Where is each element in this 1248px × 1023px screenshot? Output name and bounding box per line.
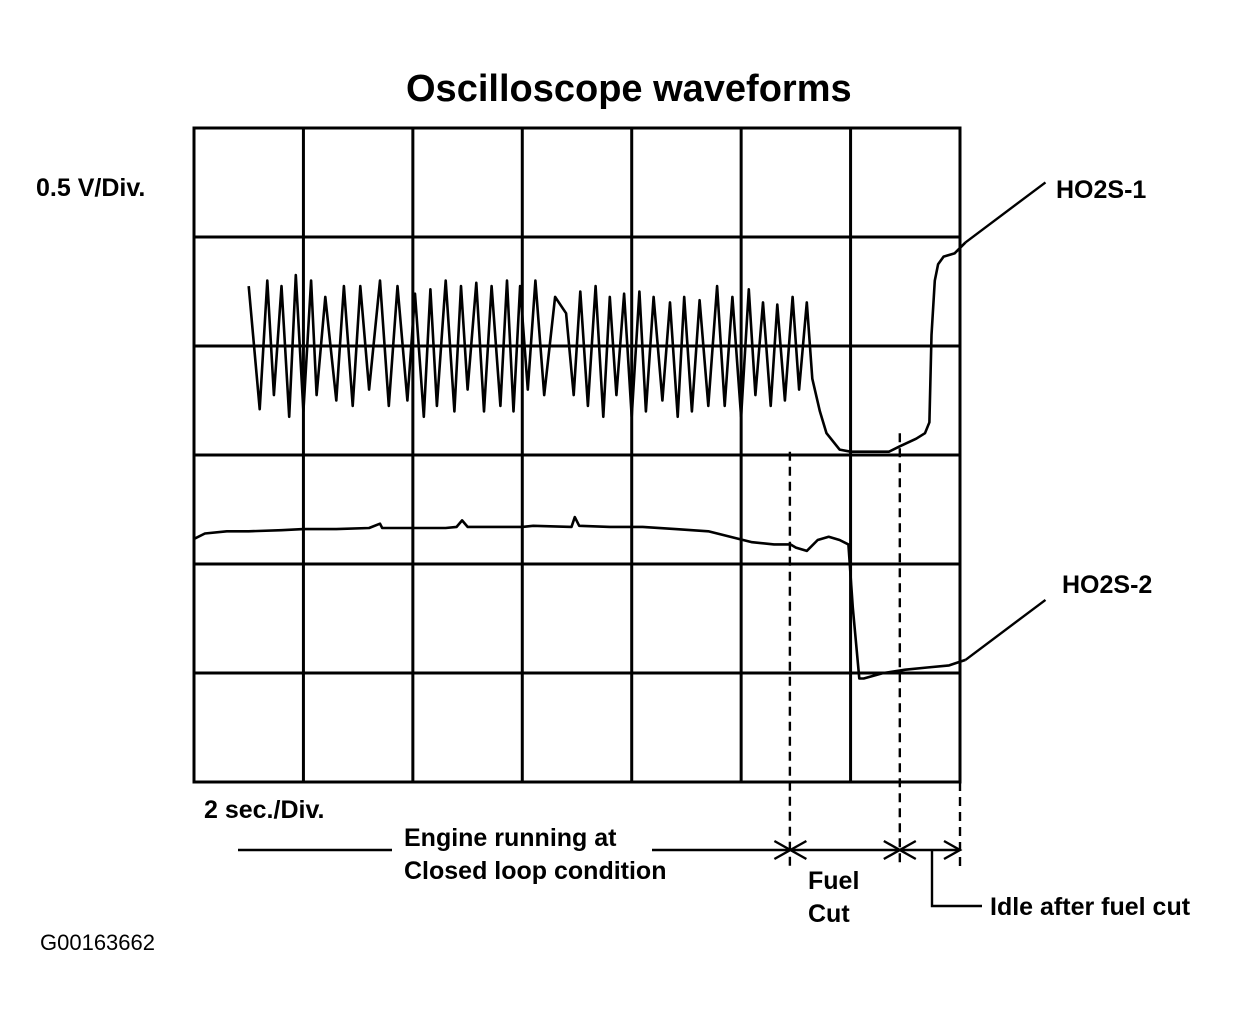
fuel-cut-label-line1: Fuel [808,867,860,895]
traces [193,181,1047,680]
annotations [238,433,982,908]
figure-code: G00163662 [40,930,155,955]
series-line-ho2s-1 [247,241,967,453]
arrow-head-idle-end [943,839,963,861]
arrow-head-fuel-cut-start [787,839,807,861]
series-label-ho2s-1: HO2S-1 [1056,176,1147,204]
leader-line-ho2s-1 [964,181,1047,244]
closed-loop-label-line1: Engine running at [404,824,617,852]
leader-line-ho2s-2 [964,598,1047,661]
idle-callout-line [930,850,982,908]
arrow-head-idle-start [897,839,917,861]
closed-loop-label-line2: Closed loop condition [404,857,667,885]
fuel-cut-label-line2: Cut [808,900,850,928]
x-scale-label: 2 sec./Div. [204,796,325,824]
series-line-ho2s-2 [193,515,966,680]
idle-label: Idle after fuel cut [990,893,1191,921]
y-scale-label: 0.5 V/Div. [36,174,146,202]
series-label-ho2s-2: HO2S-2 [1062,571,1153,599]
grid [192,126,962,784]
chart-title: Oscilloscope waveforms [406,68,852,110]
